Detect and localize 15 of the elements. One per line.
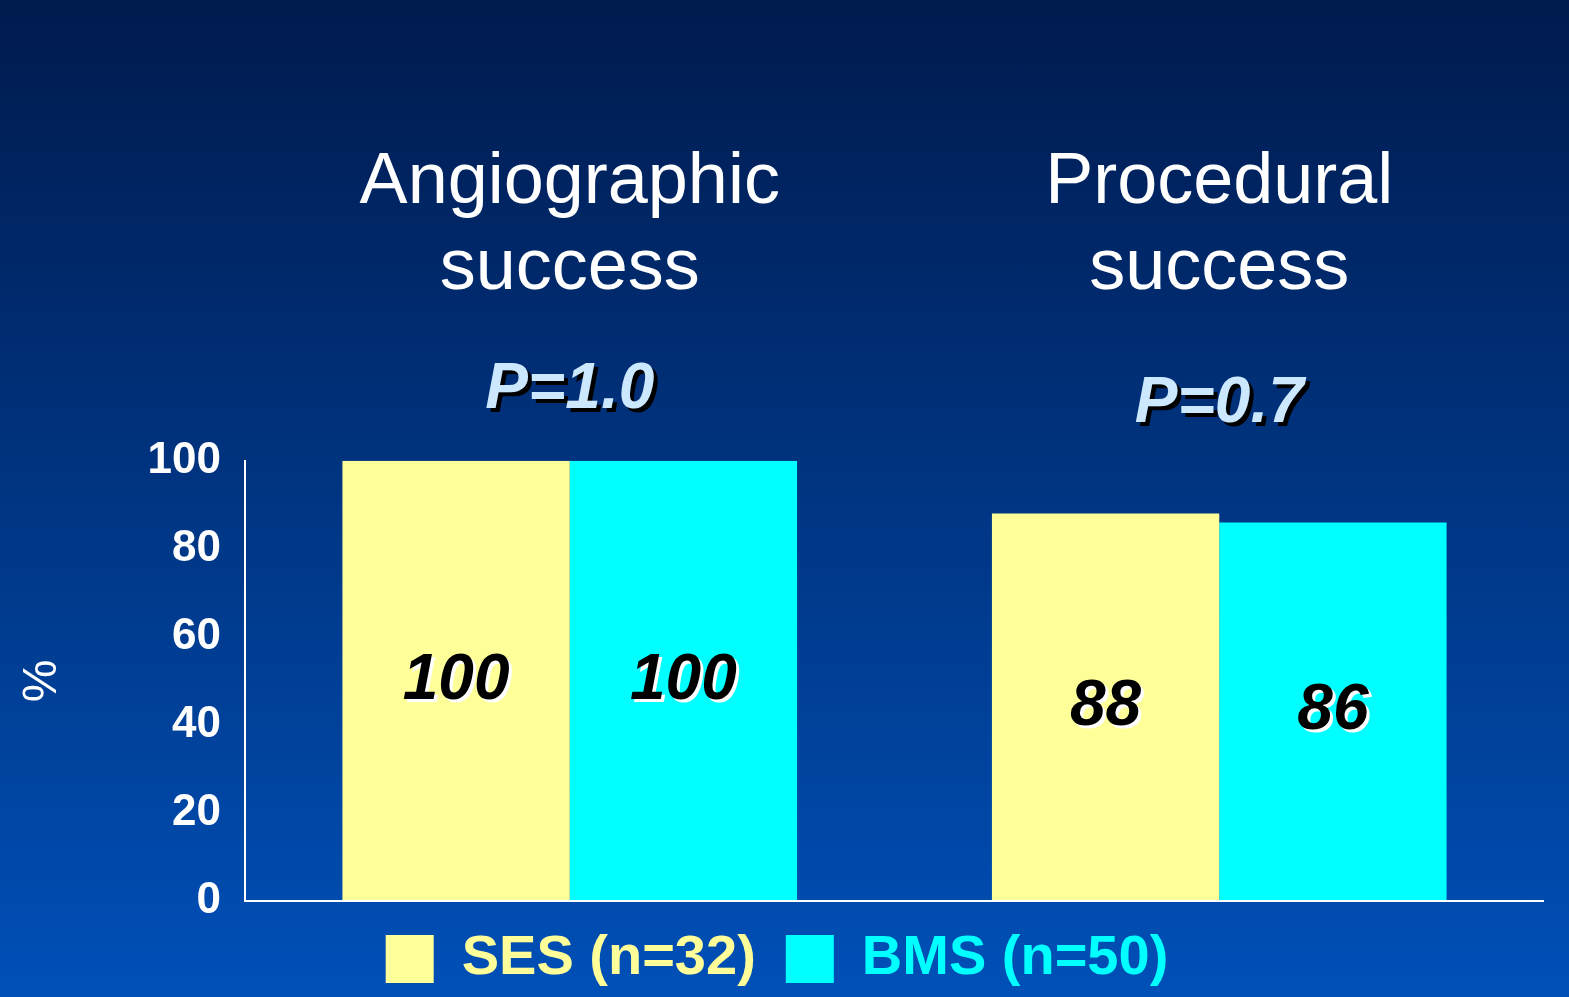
- y-tick-label: 40: [172, 697, 222, 747]
- y-tick-label: 100: [147, 432, 222, 482]
- y-tick-label: 60: [172, 609, 222, 659]
- data-label: 86: [1297, 671, 1369, 744]
- legend-label: SES (n=32): [461, 923, 756, 987]
- legend-label: BMS (n=50): [861, 923, 1169, 987]
- y-tick-label: 0: [196, 873, 222, 923]
- y-tick-label: 20: [172, 785, 222, 835]
- data-label: 100: [630, 640, 737, 713]
- x-tick-label: Angiographic success: [359, 138, 780, 305]
- data-label: 88: [1070, 666, 1142, 739]
- x-tick-label: Procedural success: [1045, 138, 1394, 305]
- y-tick-label: 80: [172, 520, 222, 570]
- data-label: 100: [402, 640, 510, 713]
- y-axis-title: %: [13, 659, 67, 703]
